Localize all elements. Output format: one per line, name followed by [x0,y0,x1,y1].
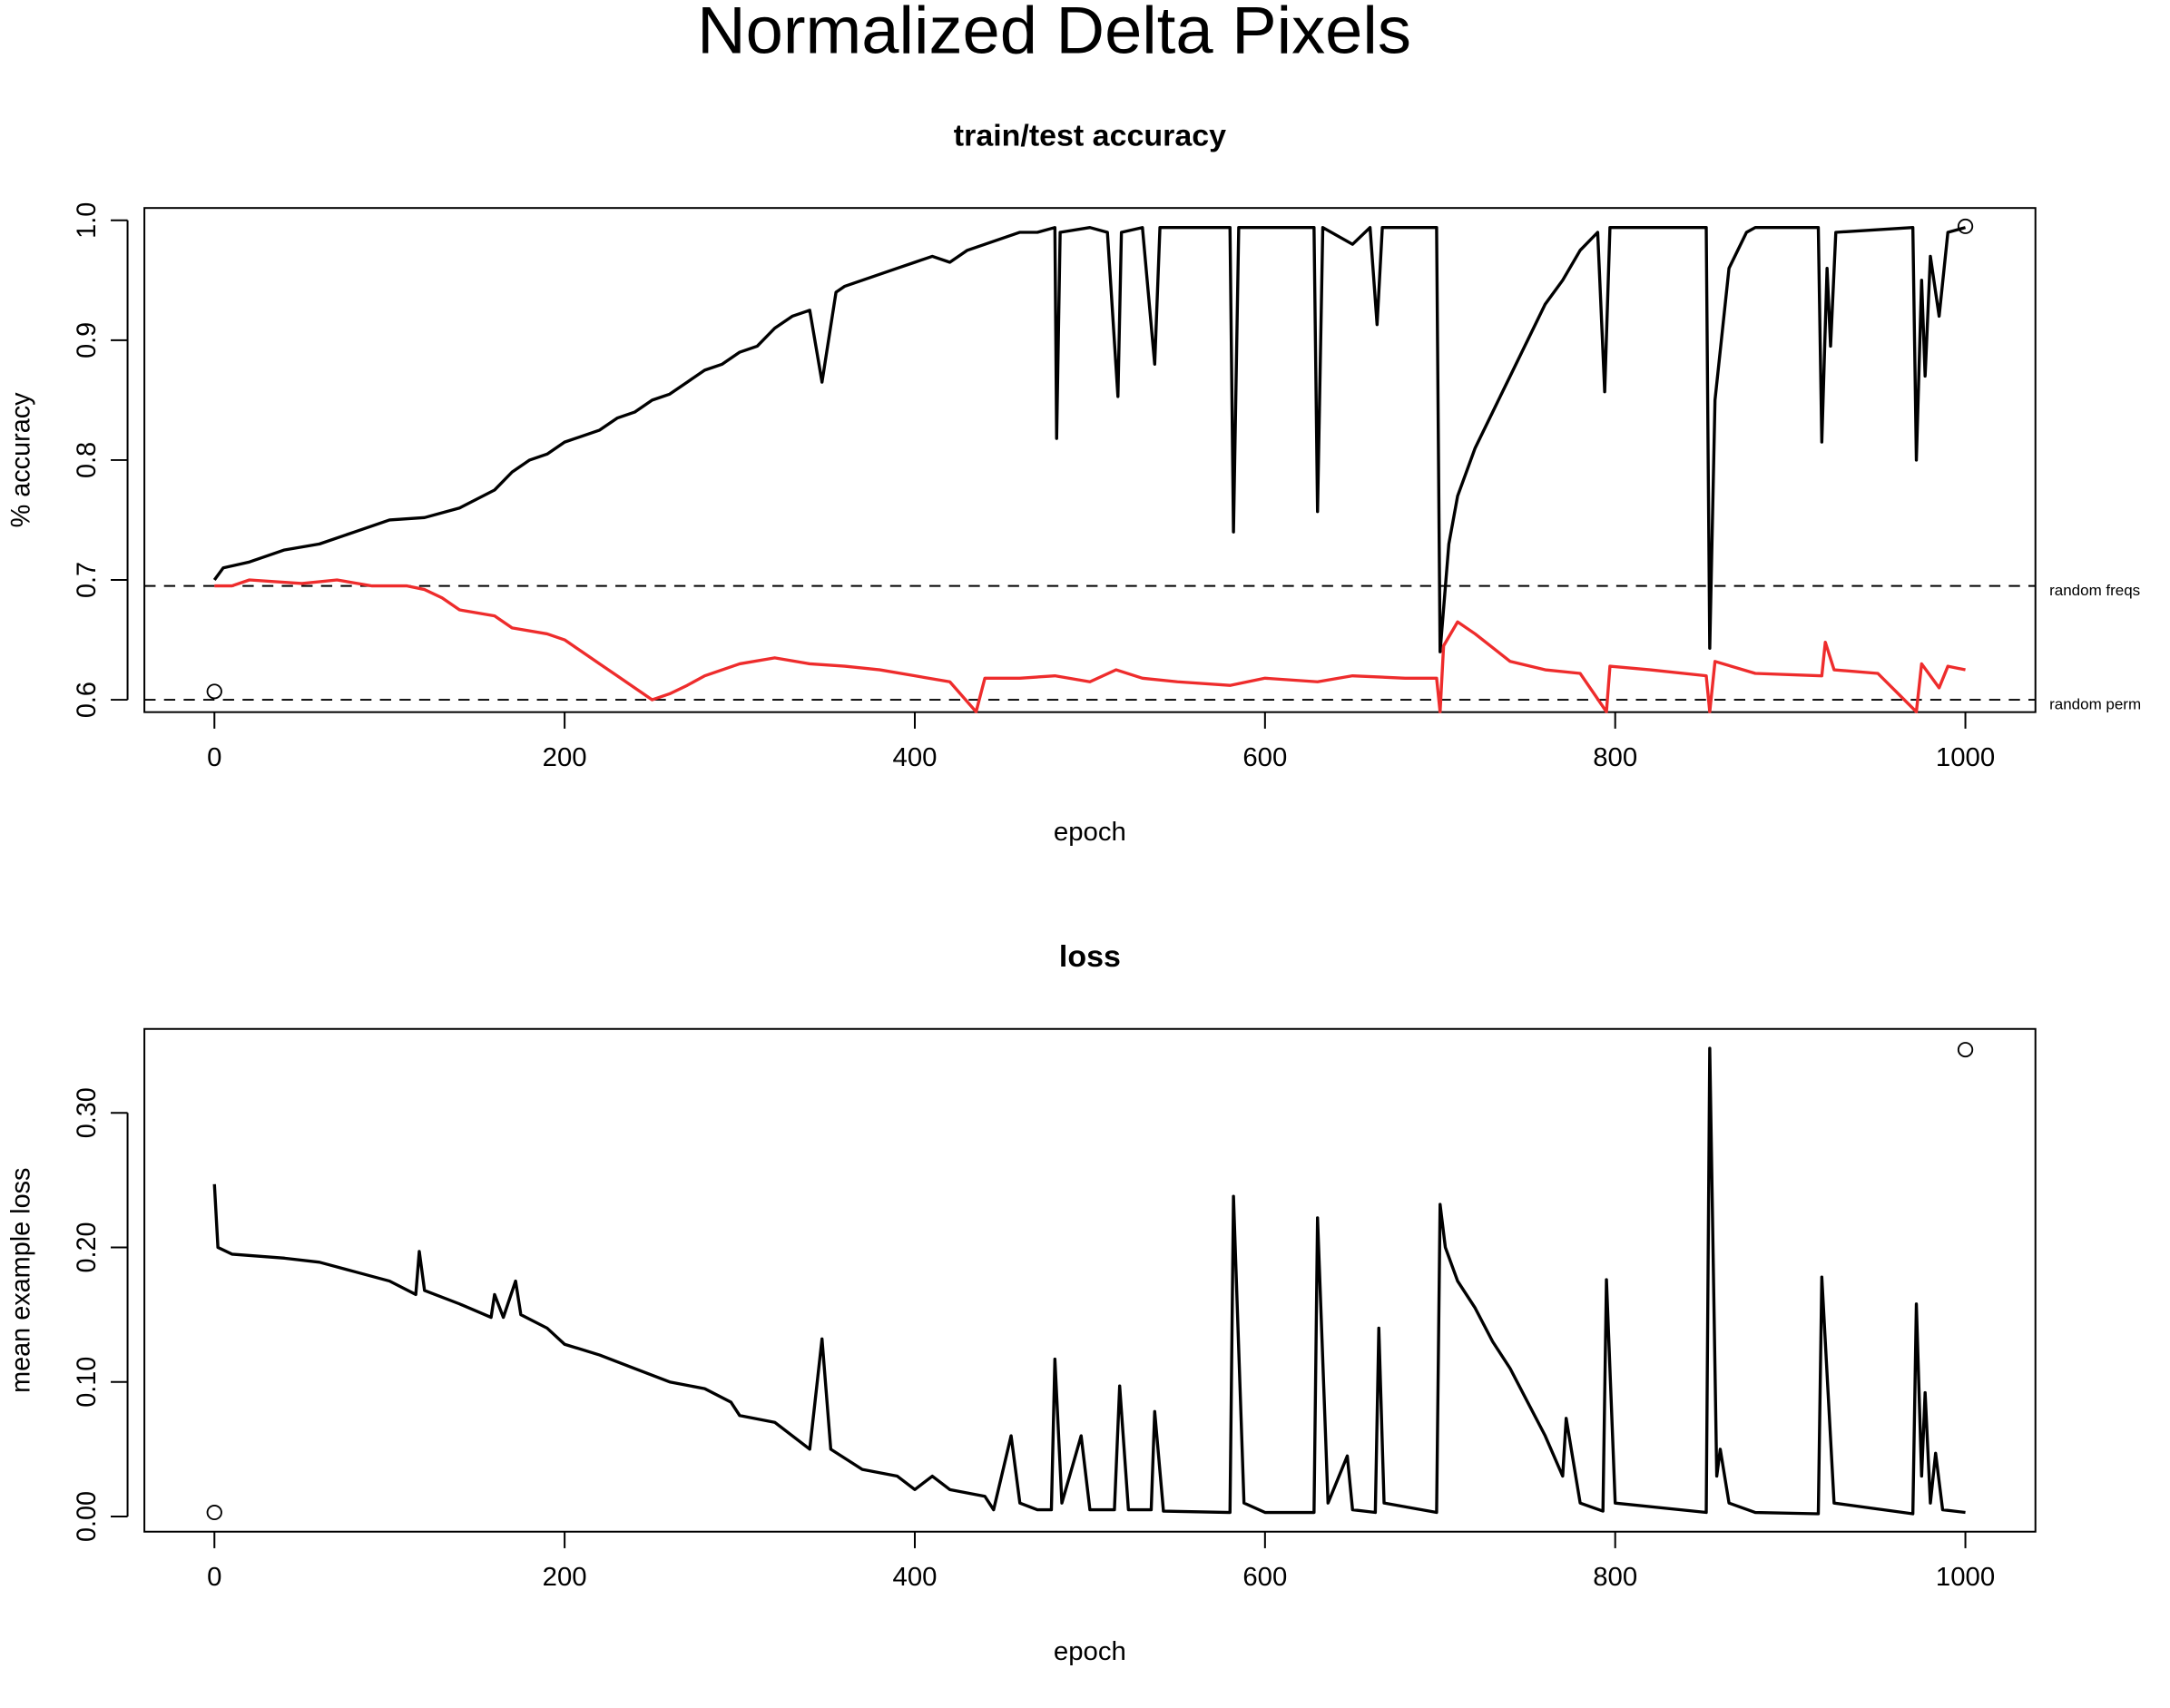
x-tick-label: 1000 [1936,1563,1995,1592]
data-line [214,578,1966,713]
x-tick-label: 0 [207,1563,221,1592]
x-tick-label: 600 [1242,1563,1287,1592]
y-tick-label: 0.6 [73,682,102,718]
x-tick-label: 400 [893,743,938,772]
y-tick-label: 0.30 [73,1087,102,1138]
plot-frame [143,1027,2037,1533]
y-tick-label: 0.20 [73,1222,102,1272]
figure-title: Normalized Delta Pixels [697,0,1411,68]
y-tick-label: 0.9 [73,322,102,358]
chart-title: train/test accuracy [954,120,1226,153]
x-tick-label: 200 [543,743,587,772]
reference-label: random perm [2049,696,2141,713]
data-line [212,1046,1966,1516]
plot-frame [143,207,2037,713]
marker-point [206,1505,222,1521]
x-axis-label: epoch [1054,818,1126,847]
x-tick-label: 400 [893,1563,938,1592]
reference-label: random freqs [2049,582,2140,599]
x-tick-label: 800 [1593,743,1637,772]
x-tick-label: 600 [1242,743,1287,772]
y-tick-label: 0.00 [73,1491,102,1542]
x-tick-label: 200 [543,1563,587,1592]
x-tick-label: 800 [1593,1563,1637,1592]
marker-point [206,683,222,700]
x-tick-label: 0 [207,743,221,772]
y-axis-label: mean example loss [6,1168,35,1393]
x-tick-label: 1000 [1936,743,1995,772]
y-axis-label: % accuracy [6,392,35,527]
marker-point [1957,218,1974,234]
y-tick-label: 0.7 [73,562,102,598]
x-axis-label: epoch [1054,1637,1126,1666]
y-tick-label: 1.0 [73,202,102,239]
data-line [212,226,1967,653]
marker-point [1957,1042,1974,1058]
y-tick-label: 0.10 [73,1357,102,1408]
y-tick-label: 0.8 [73,442,102,478]
chart-title: loss [1059,940,1121,974]
